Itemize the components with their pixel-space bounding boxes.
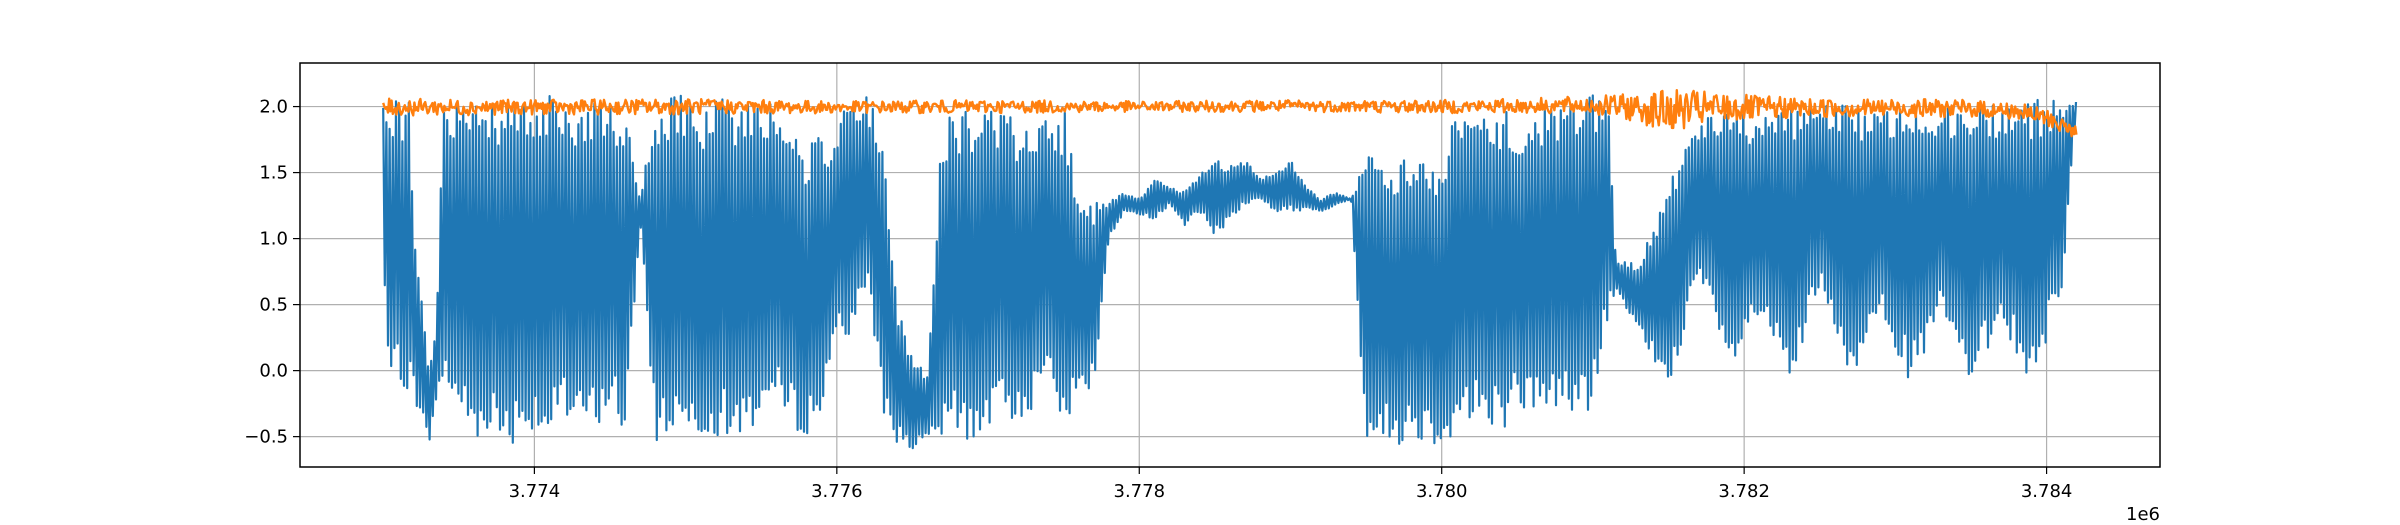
x-tick-label: 3.784 xyxy=(2021,481,2073,502)
x-axis: 3.774 3.776 3.778 3.780 3.782 3.784 xyxy=(509,467,2073,502)
y-tick-label: 0.5 xyxy=(259,295,288,316)
y-tick-label: −0.5 xyxy=(244,427,288,448)
y-tick-label: 0.0 xyxy=(259,361,288,382)
series-lines xyxy=(382,89,2078,450)
y-axis: −0.5 0.0 0.5 1.0 1.5 2.0 xyxy=(244,97,300,448)
x-tick-label: 3.780 xyxy=(1416,481,1468,502)
x-offset-label: 1e6 xyxy=(2126,504,2160,525)
y-tick-label: 2.0 xyxy=(259,97,288,118)
plot-frame xyxy=(299,62,2161,468)
y-tick-label: 1.5 xyxy=(259,163,288,184)
y-tick-label: 1.0 xyxy=(259,229,288,250)
x-tick-label: 3.776 xyxy=(811,481,863,502)
x-tick-label: 3.782 xyxy=(1718,481,1770,502)
series-line-2 xyxy=(382,89,2078,138)
series-line-1 xyxy=(382,94,2078,450)
x-tick-label: 3.774 xyxy=(509,481,561,502)
x-tick-label: 3.778 xyxy=(1114,481,1166,502)
